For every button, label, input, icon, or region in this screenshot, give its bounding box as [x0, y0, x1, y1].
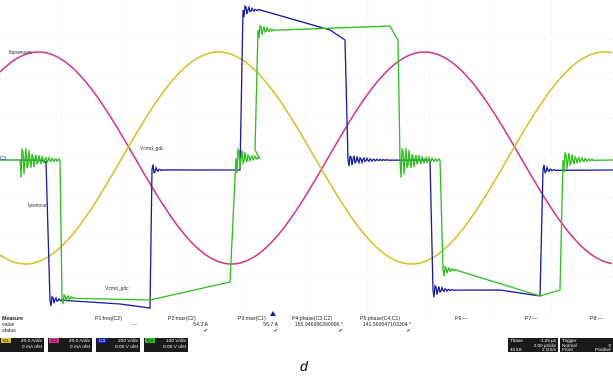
- channel-bar: C1 20.0 A/div 0 mA ofst C2 20.0 A/div 0 …: [0, 338, 613, 352]
- channel-c2-offset: 0 mA ofst: [70, 345, 90, 350]
- status-row-label: status: [2, 328, 16, 334]
- measure-p4-value: 155.946996390996 °: [294, 322, 343, 328]
- channel-c3-offset: 0.00 V ofst: [115, 345, 138, 350]
- channel-c3-box[interactable]: C3 200 V/div 0.00 V ofst: [96, 338, 140, 352]
- timebase-title: Tbase: [510, 338, 523, 343]
- measure-p3-status: ✔: [273, 328, 278, 334]
- measure-p3-name[interactable]: P3:max(C1): [238, 316, 266, 322]
- ch1-marker-label: C1: [0, 156, 7, 162]
- channel-c4-box[interactable]: C4 100 V/div 0.00 V ofst: [144, 338, 188, 352]
- timebase-box[interactable]: Tbase -1.29 μs 2.00 μs/div 40 kS 2 GS/s: [508, 338, 558, 352]
- value-row-label: value: [2, 322, 15, 328]
- channel-c2-scale: 20.0 A/div: [68, 339, 90, 344]
- measure-p1-value: ---: [131, 322, 137, 328]
- channel-c3-scale: 200 V/div: [117, 339, 138, 344]
- blue-trace-label-upper: Vcmd_gdc: [140, 146, 164, 152]
- trigger-box[interactable]: Trigger Normal 0 Front Positive: [560, 338, 613, 352]
- trigger-position: Front: [562, 347, 573, 352]
- channel-c2-box[interactable]: C2 20.0 A/div 0 mA ofst: [48, 338, 92, 352]
- measure-p7-name[interactable]: P7:---: [525, 316, 538, 322]
- pink-trace-label: Ibpwmsan: [9, 50, 32, 56]
- channel-c1-scale: 20.0 A/div: [20, 339, 42, 344]
- measure-heading: Measure: [2, 316, 24, 322]
- measure-p4-name[interactable]: P4:phase(C3,C2): [292, 316, 333, 322]
- figure-caption: d: [300, 358, 308, 374]
- pink-current-trace: [0, 51, 613, 265]
- timebase-per-div: 2.00 μs/div: [533, 343, 556, 348]
- trigger-level: 0: [608, 343, 611, 348]
- channel-c4-tag: C4: [145, 338, 155, 343]
- measure-p5-value: 141.569547103304 °: [362, 322, 411, 328]
- measure-p6-name[interactable]: P6:---: [455, 316, 468, 322]
- channel-c4-scale: 100 V/div: [165, 339, 186, 344]
- blue-trace-label-lower: Vcmd_gdc: [105, 286, 129, 292]
- measure-p8-name[interactable]: P8:---: [590, 316, 603, 322]
- measure-p2-name[interactable]: P2:max(C2): [168, 316, 196, 322]
- measure-p1-name[interactable]: P1:freq(C2): [95, 316, 122, 322]
- green-voltage-trace: [0, 24, 613, 305]
- waveform-plot: [0, 0, 613, 316]
- yellow-trace-label: Ipwmcurr: [28, 203, 49, 209]
- trigger-position-marker: [270, 311, 276, 316]
- trigger-coupling: Positive: [594, 347, 611, 352]
- measure-p5-name[interactable]: P5:phase(C4,C1): [360, 316, 401, 322]
- channel-c1-box[interactable]: C1 20.0 A/div 0 mA ofst: [0, 338, 44, 352]
- blue-voltage-trace: [0, 4, 613, 309]
- scope-display: Ibpwmsan C1 Vcmd_gdc Ipwmcurr Vcmd_gdc: [0, 0, 613, 316]
- measure-p3-value: 56.7 A: [263, 322, 278, 328]
- channel-c4-offset: 0.00 V ofst: [163, 345, 186, 350]
- measure-p2-value: 54.3 A: [193, 322, 208, 328]
- channel-c3-tag: C3: [97, 338, 107, 343]
- timebase-rate: 2 GS/s: [541, 347, 556, 352]
- measure-p5-status: ✔: [406, 328, 411, 334]
- channel-c1-tag: C1: [1, 338, 11, 343]
- trigger-title: Trigger: [562, 338, 577, 343]
- yellow-current-trace: [0, 51, 613, 265]
- timebase-samples: 40 kS: [510, 347, 522, 352]
- measure-p4-status: ✔: [338, 328, 343, 334]
- channel-c1-offset: 0 mA ofst: [22, 345, 42, 350]
- trigger-mode: Normal: [562, 343, 577, 348]
- timebase-delay: -1.29 μs: [539, 338, 556, 343]
- channel-c2-tag: C2: [49, 338, 59, 343]
- measure-table: Measure value status P1:freq(C2) --- P2:…: [0, 316, 613, 338]
- measure-p2-status: ✔: [203, 328, 208, 334]
